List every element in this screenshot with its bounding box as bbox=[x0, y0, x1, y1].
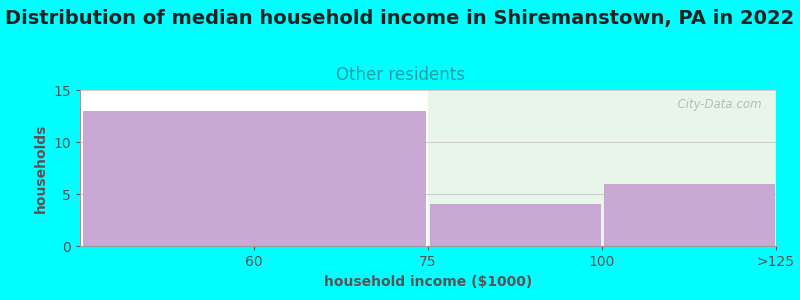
Bar bbox=[430, 204, 600, 246]
Bar bbox=[80, 90, 428, 246]
X-axis label: household income ($1000): household income ($1000) bbox=[324, 274, 532, 289]
Bar bbox=[83, 111, 425, 246]
Text: Distribution of median household income in Shiremanstown, PA in 2022: Distribution of median household income … bbox=[6, 9, 794, 28]
Y-axis label: households: households bbox=[34, 123, 48, 213]
Bar bbox=[428, 90, 776, 246]
Text: City-Data.com: City-Data.com bbox=[670, 98, 762, 111]
Text: Other residents: Other residents bbox=[335, 66, 465, 84]
Bar bbox=[604, 184, 774, 246]
